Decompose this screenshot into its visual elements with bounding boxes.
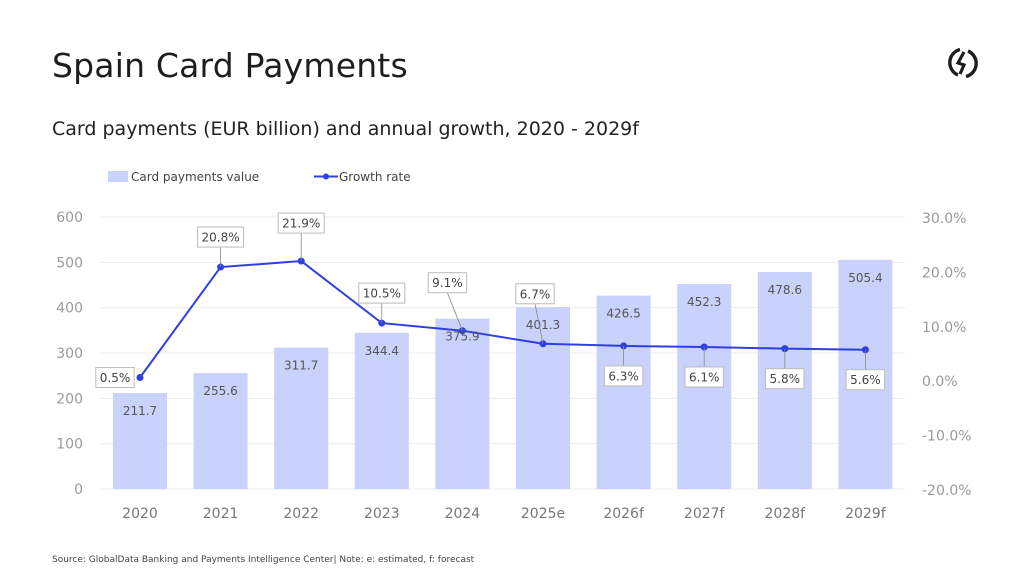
legend-swatch-bar (108, 171, 128, 182)
bar (193, 373, 248, 489)
x-tick-label: 2025e (521, 506, 565, 522)
bar-value-label: 211.7 (123, 404, 157, 418)
bar-value-label: 311.7 (284, 359, 318, 373)
growth-value-label: 5.6% (850, 373, 881, 387)
y-right-tick-label: 20.0% (922, 265, 966, 281)
bar (354, 332, 409, 489)
bar-value-label: 375.9 (445, 330, 479, 344)
growth-value-label: 0.5% (100, 371, 131, 385)
growth-value-label: 6.1% (689, 371, 720, 385)
x-tick-label: 2026f (603, 506, 645, 522)
bar-value-label: 478.6 (768, 283, 802, 297)
growth-line (139, 260, 866, 379)
legend-label-bar: Card payments value (131, 170, 259, 184)
y-left-tick-label: 300 (56, 346, 83, 362)
legend-marker (323, 173, 329, 180)
x-tick-label: 2029f (845, 506, 887, 522)
y-left-tick-label: 600 (56, 210, 83, 226)
x-tick-label: 2027f (684, 506, 726, 522)
y-left-tick-label: 100 (56, 437, 83, 453)
legend-label-line: Growth rate (339, 170, 411, 184)
bar-value-label: 505.4 (848, 271, 882, 285)
growth-label-box (684, 366, 724, 388)
bar (596, 295, 651, 489)
x-tick-label: 2021 (203, 506, 239, 522)
y-right-tick-label: -20.0% (922, 483, 972, 499)
growth-label-box (427, 272, 468, 294)
y-right-tick-label: 10.0% (922, 320, 966, 336)
legend: Card payments value Growth rate (108, 170, 411, 184)
growth-label-box (845, 369, 886, 391)
growth-label-box (197, 226, 245, 248)
bar (516, 307, 570, 489)
bar-value-label: 344.4 (365, 344, 399, 358)
x-tick-label: 2023 (364, 506, 400, 522)
bar-value-label: 401.3 (526, 318, 560, 332)
page-title: Spain Card Payments (52, 46, 408, 85)
y-left-tick-label: 500 (56, 255, 83, 271)
growth-value-label: 9.1% (432, 276, 463, 290)
x-tick-label: 2028f (765, 506, 807, 522)
x-tick-label: 2022 (283, 506, 319, 522)
growth-value-label: 6.7% (520, 287, 551, 301)
bar (274, 347, 329, 489)
chart-subtitle: Card payments (EUR billion) and annual g… (52, 118, 639, 140)
globaldata-logo-icon (948, 47, 978, 79)
y-left-tick-label: 200 (56, 391, 83, 407)
growth-point (136, 373, 144, 381)
bar-value-label: 452.3 (687, 295, 721, 309)
y-right-tick-label: -10.0% (922, 429, 972, 445)
growth-value-label: 21.9% (282, 217, 320, 231)
x-tick-label: 2020 (122, 506, 158, 522)
label-leader-line (534, 303, 544, 344)
x-tick-label: 2024 (445, 506, 481, 522)
bar (113, 393, 167, 489)
bar-value-label: 255.6 (203, 384, 237, 398)
y-right-tick-label: 30.0% (922, 211, 966, 227)
growth-label-box (603, 365, 644, 387)
growth-label-box (277, 212, 325, 234)
source-note: Source: GlobalData Banking and Payments … (52, 555, 475, 565)
growth-label-box (358, 282, 406, 304)
y-left-tick-label: 0 (74, 482, 83, 498)
growth-value-label: 20.8% (202, 231, 240, 245)
y-right-tick-label: 0.0% (922, 374, 958, 390)
growth-value-label: 6.3% (608, 369, 639, 383)
bar-value-label: 426.5 (606, 307, 640, 321)
growth-value-label: 5.8% (770, 372, 801, 386)
growth-label-box (95, 366, 135, 388)
bar (435, 318, 490, 489)
y-left-tick-label: 400 (56, 301, 83, 317)
growth-label-box (515, 283, 555, 305)
growth-label-box (765, 368, 805, 390)
label-leader-line (447, 292, 463, 331)
growth-value-label: 10.5% (363, 287, 401, 301)
